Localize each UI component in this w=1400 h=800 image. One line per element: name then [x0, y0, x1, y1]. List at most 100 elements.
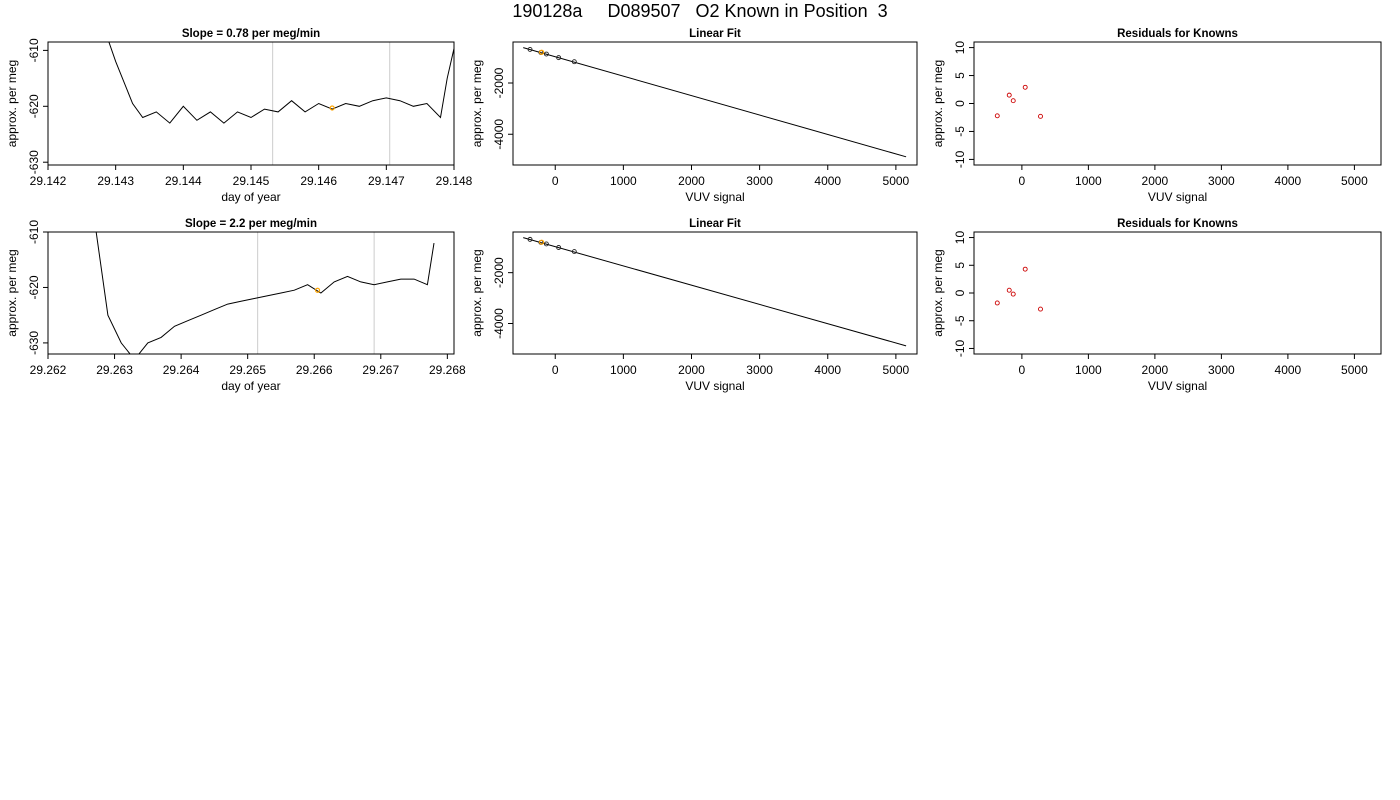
x-tick-label: 29.268: [429, 363, 466, 377]
chart-title: Slope = 2.2 per meg/min: [185, 218, 317, 230]
x-tick-label: 1000: [610, 363, 637, 377]
x-tick-label: 29.266: [296, 363, 333, 377]
y-tick-label: -5: [953, 126, 967, 137]
x-tick-label: 3000: [746, 363, 773, 377]
y-tick-label: -4000: [492, 308, 506, 339]
x-tick-label: 0: [1019, 363, 1026, 377]
x-axis-label: VUV signal: [685, 190, 744, 204]
plot-frame: [512, 41, 918, 166]
x-axis-label: VUV signal: [1148, 190, 1207, 204]
residual-point: [1022, 266, 1028, 272]
fit-line: [523, 47, 907, 158]
x-tick-label: 29.264: [163, 363, 200, 377]
x-tick-label: 5000: [883, 363, 910, 377]
y-tick-label: -610: [27, 38, 41, 62]
y-tick-label: -5: [953, 315, 967, 326]
residual-point: [1038, 113, 1043, 119]
x-tick-label: 4000: [814, 363, 841, 377]
fit-point: [556, 55, 562, 61]
y-tick-label: -630: [27, 331, 41, 355]
x-tick-label: 2000: [1142, 363, 1169, 377]
plot-frame: [512, 231, 918, 355]
chart-panel-trace-2: Slope = 2.2 per meg/min 29.262 29.263 29.26…: [5, 218, 466, 393]
x-tick-label: 0: [1019, 174, 1026, 188]
x-tick-label: 4000: [814, 174, 841, 188]
residual-point: [1038, 306, 1043, 312]
chart-panel-fit-2: Linear Fit 0 1000 2000 3000 4000 5000 -2000 -400…: [470, 218, 918, 393]
x-tick-label: 1000: [1075, 174, 1102, 188]
x-tick-label: 29.143: [97, 174, 134, 188]
y-tick-label: -2000: [492, 67, 506, 98]
chart-panel-resid-2: Residuals for Knowns 0 1000 2000 3000 4000 500…: [931, 218, 1382, 393]
chart-panel-fit-1: Linear Fit 0 1000 2000 3000 4000 5000 -2000 -400…: [470, 28, 918, 204]
x-tick-label: 3000: [1208, 363, 1235, 377]
residual-point: [1010, 291, 1016, 297]
chart-title: Slope = 0.78 per meg/min: [182, 28, 320, 40]
y-tick-label: -620: [27, 94, 41, 118]
plot-frame: [973, 41, 1382, 166]
x-tick-label: 5000: [883, 174, 910, 188]
y-tick-label: -630: [27, 150, 41, 174]
plot-area: [994, 84, 1043, 119]
x-tick-label: 5000: [1341, 174, 1368, 188]
highlight-point: [329, 105, 335, 111]
x-axis-label: VUV signal: [1148, 379, 1207, 393]
residual-point: [994, 300, 1000, 306]
y-axis-label: approx. per meg: [931, 60, 945, 147]
x-tick-label: 29.144: [165, 174, 202, 188]
x-tick-label: 4000: [1275, 174, 1302, 188]
y-axis-label: approx. per meg: [470, 60, 484, 147]
y-tick-label: -620: [27, 275, 41, 299]
plot-area: [523, 46, 907, 158]
chart-title: Linear Fit: [689, 218, 741, 230]
y-tick-label: 10: [953, 41, 967, 55]
x-tick-label: 2000: [678, 174, 705, 188]
fit-point: [543, 241, 549, 247]
x-tick-label: 29.263: [96, 363, 133, 377]
x-axis-label: VUV signal: [685, 379, 744, 393]
x-tick-label: 29.262: [30, 363, 67, 377]
y-tick-label: -10: [953, 339, 967, 357]
x-tick-label: 29.145: [233, 174, 270, 188]
plot-area: [994, 266, 1043, 312]
x-axis-label: day of year: [221, 379, 280, 393]
x-tick-label: 5000: [1341, 363, 1368, 377]
chart-panel-resid-1: Residuals for Knowns 0 1000 2000 3000 4000 500…: [931, 28, 1382, 204]
residual-point: [1022, 84, 1028, 90]
x-tick-label: 0: [552, 174, 559, 188]
chart-title: Residuals for Knowns: [1117, 218, 1238, 230]
x-tick-label: 4000: [1275, 363, 1302, 377]
trace-line: [95, 232, 435, 354]
x-tick-label: 2000: [678, 363, 705, 377]
fit-line: [523, 237, 907, 347]
y-tick-label: -4000: [492, 119, 506, 150]
x-axis-label: day of year: [221, 190, 280, 204]
chart-title: Linear Fit: [689, 28, 741, 40]
highlight-point: [314, 287, 321, 293]
x-tick-label: 29.267: [362, 363, 399, 377]
y-tick-label: 0: [953, 289, 967, 296]
y-axis-label: approx. per meg: [5, 60, 19, 147]
x-tick-label: 2000: [1142, 174, 1169, 188]
x-tick-label: 29.265: [229, 363, 266, 377]
y-tick-label: 10: [953, 231, 967, 245]
plot-frame: [47, 231, 455, 355]
plot-area: [108, 42, 454, 165]
residual-point: [1006, 92, 1012, 98]
fit-point: [556, 245, 562, 250]
x-tick-label: 29.142: [30, 174, 67, 188]
x-tick-label: 3000: [746, 174, 773, 188]
y-axis-label: approx. per meg: [470, 249, 484, 336]
x-tick-label: 29.146: [300, 174, 337, 188]
page-title: 190128a D089507 O2 Known in Position 3: [512, 1, 888, 21]
fit-point: [571, 59, 577, 65]
y-tick-label: 5: [953, 262, 967, 269]
plot-area: [523, 236, 907, 347]
x-tick-label: 1000: [1075, 363, 1102, 377]
fit-point: [527, 46, 533, 52]
y-tick-label: -10: [953, 150, 967, 168]
residual-point: [994, 113, 1000, 119]
highlight-point: [539, 49, 545, 55]
residual-point: [1006, 287, 1012, 293]
